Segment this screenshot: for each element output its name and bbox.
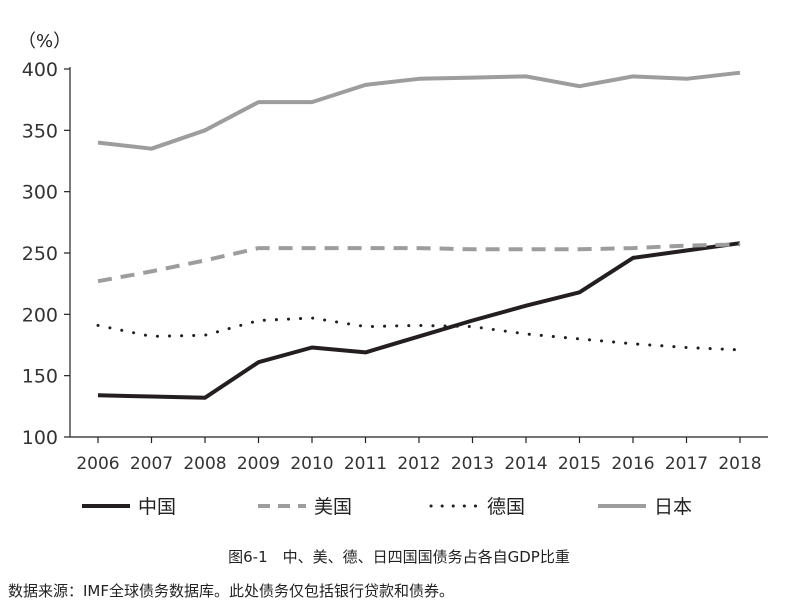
- series-line-1: [97, 242, 741, 284]
- line-chart: （%） 100 150 200 250 300 350 400 2006 2007 2008 2009…: [18, 31, 768, 518]
- x-tick-label: 2007: [130, 454, 173, 474]
- y-unit-label: （%）: [18, 31, 71, 52]
- y-tick-label: 350: [22, 120, 58, 142]
- legend-label-2: 德国: [487, 496, 525, 518]
- series-line-2: [96, 316, 742, 352]
- x-tick-label: 2009: [237, 454, 280, 474]
- series-line-0: [97, 241, 741, 400]
- x-tick-label: 2015: [558, 454, 601, 474]
- chart-legend: 中国 美国 德国 日本: [82, 496, 692, 518]
- y-tick-label: 100: [22, 427, 58, 449]
- y-tick-label: 300: [22, 182, 58, 204]
- x-tick-label: 2012: [397, 454, 440, 474]
- series-line-3: [97, 70, 741, 151]
- legend-label-1: 美国: [314, 496, 352, 518]
- x-tick-label: 2011: [344, 454, 387, 474]
- chart-series: [96, 70, 742, 400]
- y-tick-label: 400: [22, 59, 58, 81]
- source-note: 数据来源：IMF全球债务数据库。此处债务仅包括银行贷款和债券。: [8, 582, 454, 600]
- x-tick-label: 2018: [718, 454, 761, 474]
- x-tick-label: 2010: [290, 454, 333, 474]
- y-tick-label: 250: [22, 243, 58, 265]
- x-tick-label: 2014: [504, 454, 547, 474]
- x-tick-label: 2016: [611, 454, 654, 474]
- x-tick-label: 2017: [665, 454, 708, 474]
- x-tick-label: 2006: [76, 454, 119, 474]
- y-tick-label: 150: [22, 366, 58, 388]
- legend-label-0: 中国: [138, 496, 176, 518]
- legend-label-3: 日本: [654, 496, 692, 518]
- x-tick-label: 2008: [183, 454, 226, 474]
- figure-caption: 图6-1 中、美、德、日四国国债务占各自GDP比重: [228, 548, 570, 566]
- chart-axes: （%） 100 150 200 250 300 350 400 2006 2007 2008 2009…: [18, 31, 768, 474]
- x-tick-label: 2013: [451, 454, 494, 474]
- y-tick-label: 200: [22, 304, 58, 326]
